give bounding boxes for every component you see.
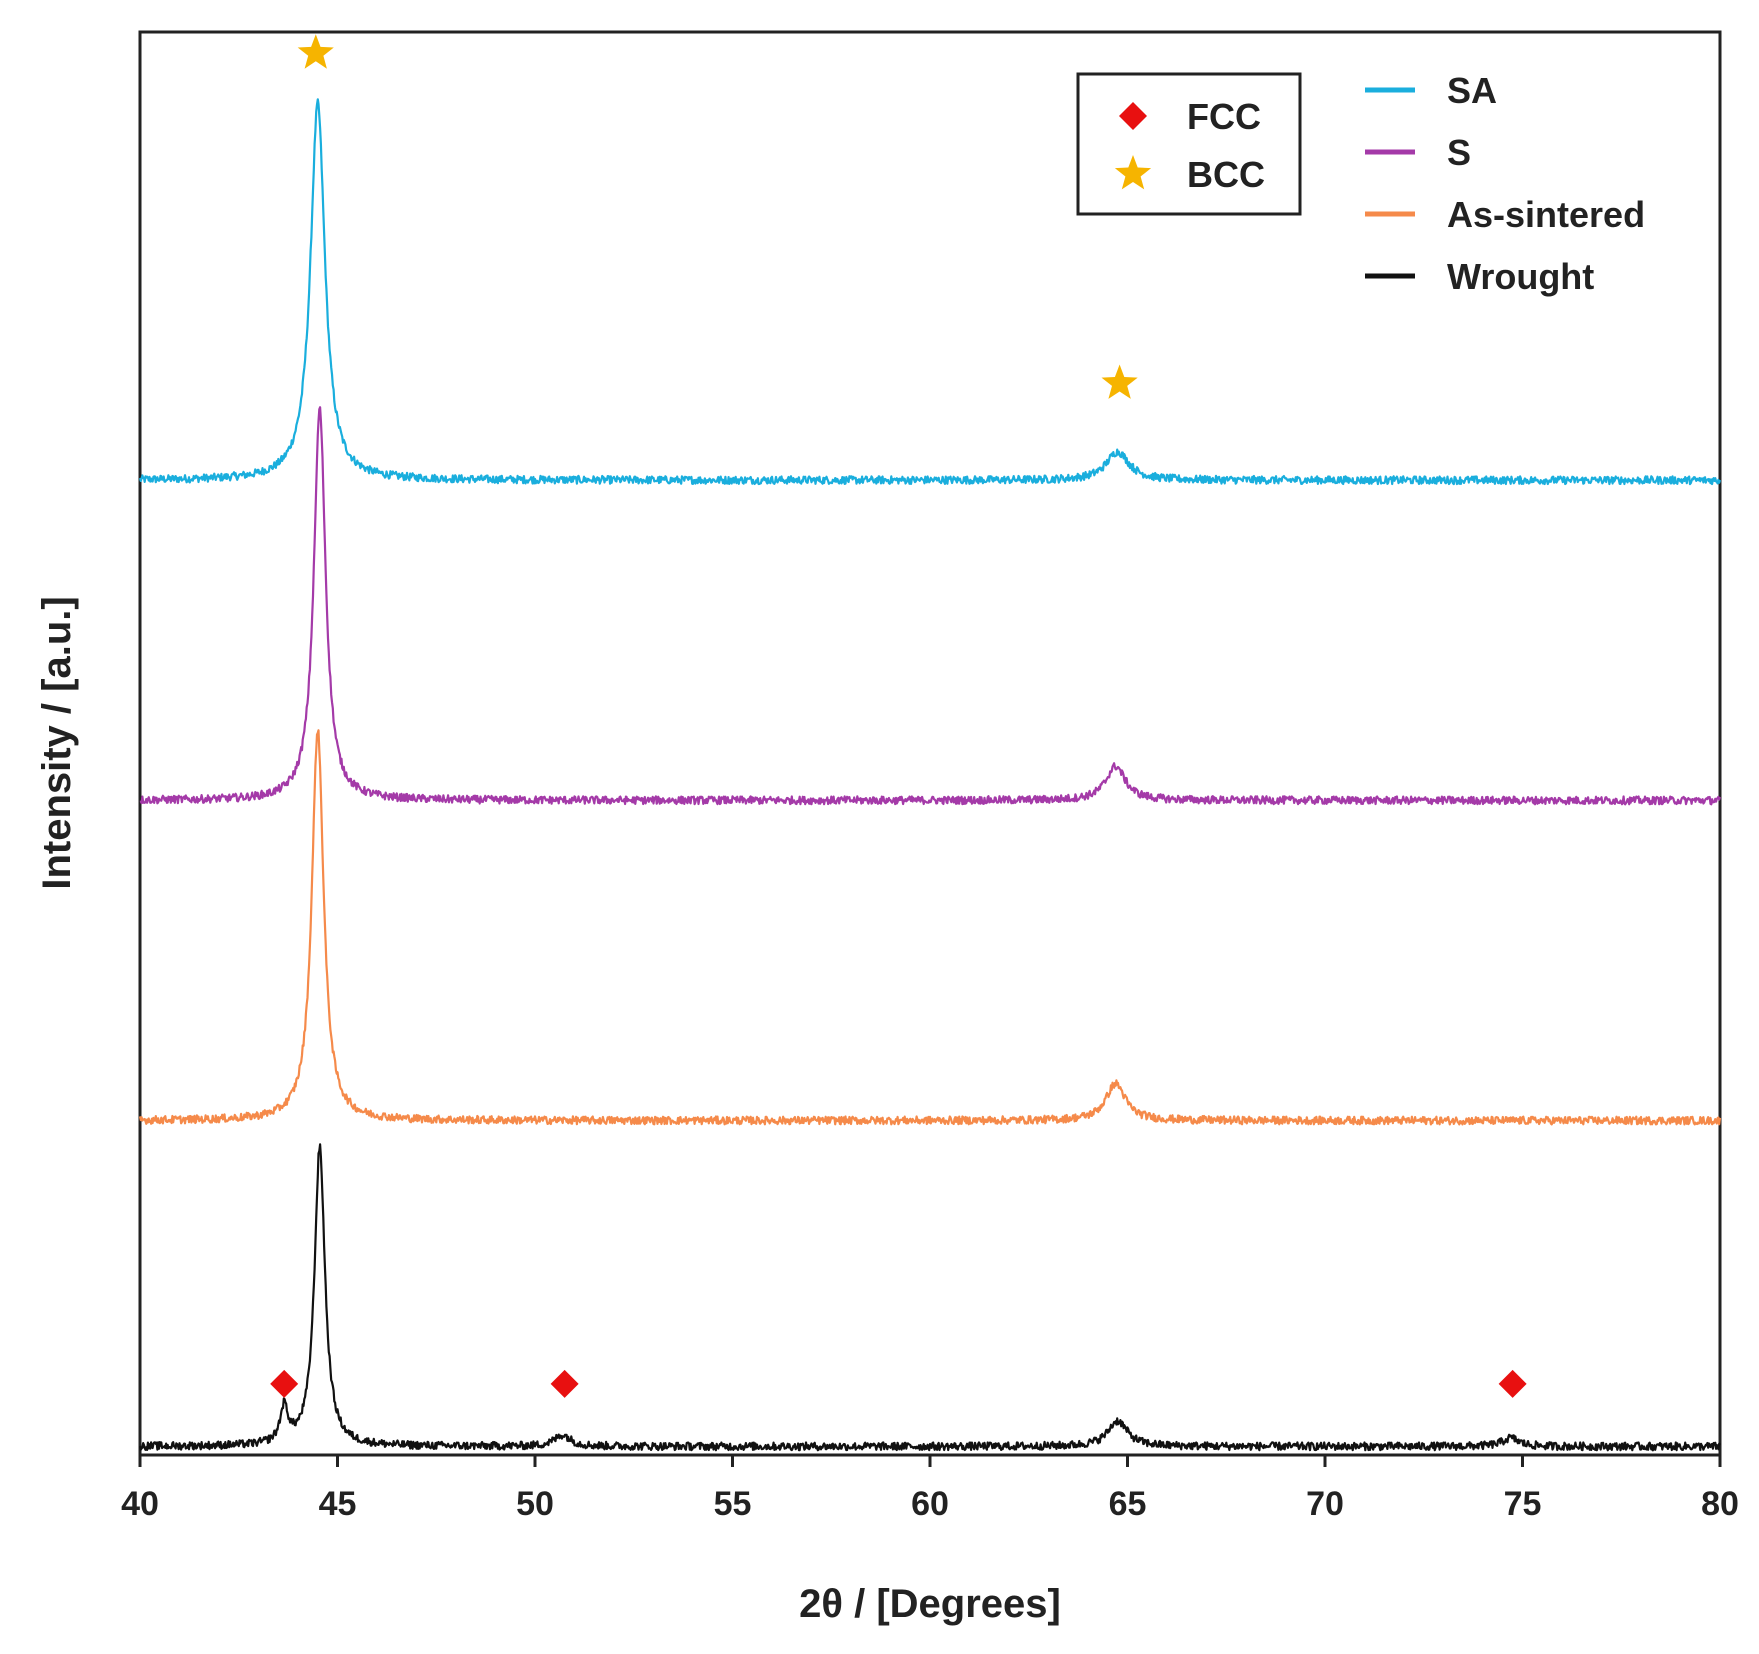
fcc-diamond-marker (550, 1369, 579, 1398)
phase-legend-diamond-symbol (1119, 102, 1147, 130)
series-line-sa (138, 98, 1722, 486)
x-tick-label: 50 (516, 1485, 554, 1523)
bcc-star-marker (297, 34, 334, 69)
series-legend-label: Wrought (1447, 256, 1594, 297)
phase-legend: FCC BCC (1076, 72, 1302, 216)
x-tick-label: 55 (714, 1485, 752, 1523)
x-tick-label: 70 (1306, 1485, 1344, 1523)
phase-legend-label: BCC (1187, 154, 1265, 195)
x-tick-label: 45 (319, 1485, 357, 1523)
series-legend-label: SA (1447, 70, 1497, 111)
series-legend-label: S (1447, 132, 1471, 173)
fcc-diamond-marker (1498, 1369, 1527, 1398)
series-line-s (139, 406, 1722, 806)
fcc-diamond-marker (270, 1369, 299, 1398)
series-layer (138, 98, 1722, 1452)
phase-legend-star-symbol (1114, 155, 1152, 190)
bcc-star-marker (1101, 364, 1138, 399)
series-line-wrought (138, 1143, 1721, 1452)
phase-legend-items: FCC BCC (1114, 96, 1265, 195)
series-line-as-sintered (138, 729, 1722, 1126)
x-tick-label: 75 (1504, 1485, 1542, 1523)
x-axis-title: 2θ / [Degrees] (799, 1582, 1061, 1626)
x-tick-label: 40 (121, 1485, 159, 1523)
plot-area (138, 30, 1722, 1457)
phase-legend-label: FCC (1187, 96, 1261, 137)
y-axis-title: Intensity / [a.u.] (35, 596, 79, 889)
x-tick-label: 80 (1701, 1485, 1739, 1523)
x-tick-label: 65 (1109, 1485, 1147, 1523)
annotation-layer (270, 34, 1527, 1398)
x-axis: 40 45 50 55 60 65 70 75 80 (121, 1455, 1739, 1523)
x-tick-label: 60 (911, 1485, 949, 1523)
series-legend: SA S As-sintered Wrought (1365, 70, 1645, 297)
phase-legend-box (1076, 72, 1302, 216)
series-legend-label: As-sintered (1447, 194, 1645, 235)
